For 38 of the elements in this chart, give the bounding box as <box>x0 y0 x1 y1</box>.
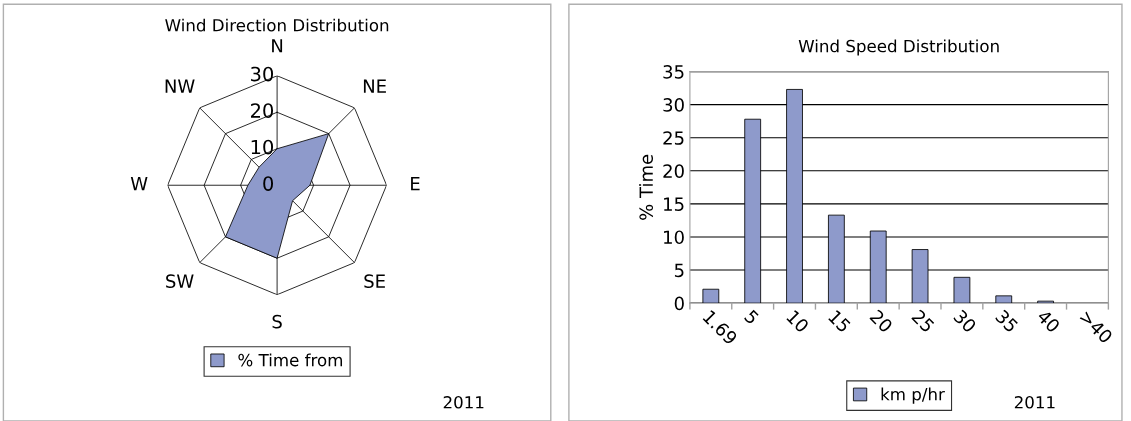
x-tick-label: 5 <box>743 309 760 325</box>
text: 2011 <box>1014 396 1055 409</box>
spoke-label: E <box>411 177 420 191</box>
y-tick-label: 35 <box>663 65 684 79</box>
y-tick-label: 20 <box>663 164 684 178</box>
y-tick-label: 10 <box>664 230 684 245</box>
y-tick-label: 0 <box>674 296 684 311</box>
bar <box>995 295 1013 304</box>
spoke-label: SW <box>166 274 194 289</box>
legend-label: % Time from <box>238 353 343 367</box>
chart-title: Wind Direction Distribution <box>165 18 389 32</box>
text: 2011 <box>443 396 484 409</box>
legend-label: km p/hr <box>881 387 945 404</box>
spoke-label: NE <box>363 79 386 93</box>
x-tick-label: 35 <box>994 309 1019 333</box>
x-tick-label: 30 <box>953 309 978 334</box>
spoke-label: N <box>272 39 283 53</box>
x-tick-label: 25 <box>911 309 935 333</box>
x-tick-label: 10 <box>786 309 810 334</box>
y-axis-title: % Time <box>639 154 654 220</box>
x-tick-label: 15 <box>827 309 852 333</box>
spoke-label: SE <box>364 274 385 289</box>
y-tick-label: 20 <box>251 103 274 118</box>
y-tick-label: 0 <box>263 176 274 191</box>
bar <box>953 276 971 304</box>
x-tick-label: 40 <box>1036 308 1061 334</box>
bar <box>702 288 720 304</box>
spoke-label: S <box>272 314 282 329</box>
spoke-label: W <box>130 177 148 191</box>
y-tick-label: 30 <box>251 66 274 82</box>
chart-title: Wind Speed Distribution <box>798 39 999 56</box>
x-tick-label: 20 <box>869 309 894 334</box>
spoke-label: NW <box>165 79 195 93</box>
y-tick-label: 15 <box>664 197 684 211</box>
y-tick-label: 30 <box>663 98 684 112</box>
y-tick-label: 10 <box>251 139 274 155</box>
y-tick-label: 25 <box>663 131 684 145</box>
y-tick-label: 5 <box>674 263 684 278</box>
